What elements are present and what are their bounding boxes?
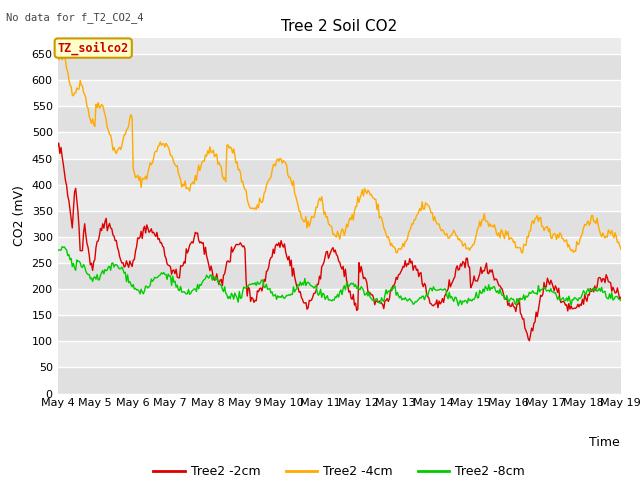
Bar [58, 368, 621, 394]
Bar [58, 263, 621, 289]
Bar [58, 315, 621, 341]
X-axis label: Time: Time [589, 436, 620, 449]
Bar [58, 289, 621, 315]
Bar [58, 185, 621, 211]
Bar [58, 211, 621, 237]
Bar [58, 237, 621, 263]
Bar [58, 54, 621, 80]
Text: No data for f_T2_CO2_4: No data for f_T2_CO2_4 [6, 12, 144, 23]
Text: TZ_soilco2: TZ_soilco2 [58, 41, 129, 55]
Bar [58, 80, 621, 106]
Legend: Tree2 -2cm, Tree2 -4cm, Tree2 -8cm: Tree2 -2cm, Tree2 -4cm, Tree2 -8cm [148, 460, 530, 480]
Bar [58, 106, 621, 132]
Bar [58, 38, 621, 54]
Bar [58, 158, 621, 185]
Bar [58, 341, 621, 368]
Bar [58, 132, 621, 158]
Y-axis label: CO2 (mV): CO2 (mV) [13, 186, 26, 246]
Title: Tree 2 Soil CO2: Tree 2 Soil CO2 [281, 20, 397, 35]
